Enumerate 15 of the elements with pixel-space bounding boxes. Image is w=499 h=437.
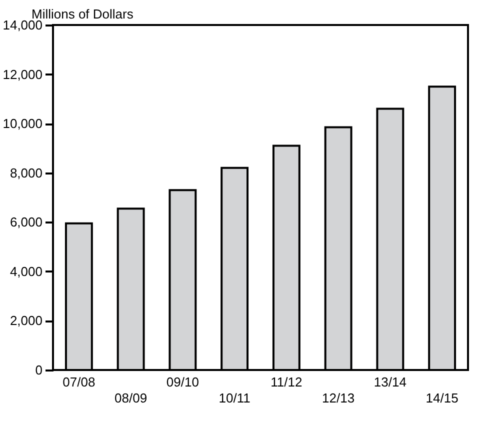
- x-tick-label: 13/14: [374, 374, 406, 390]
- x-tick-label: 09/10: [166, 374, 199, 390]
- x-tick-label: 11/12: [270, 374, 302, 390]
- y-tick-label: 0: [35, 362, 42, 378]
- x-tick-label: 07/08: [62, 374, 96, 390]
- x-tick-label: 10/11: [218, 390, 250, 406]
- y-tick-label: 4,000: [10, 264, 42, 279]
- y-tick-label: 8,000: [10, 165, 42, 180]
- x-tick-label: 12/13: [322, 390, 355, 406]
- x-tick-label: 14/15: [426, 390, 458, 406]
- y-tick-label: 12,000: [2, 66, 42, 82]
- y-tick-label: 6,000: [10, 214, 42, 230]
- x-tick-label: 08/09: [114, 390, 148, 406]
- y-tick-label: 2,000: [10, 313, 42, 328]
- y-tick-label: 10,000: [2, 116, 42, 132]
